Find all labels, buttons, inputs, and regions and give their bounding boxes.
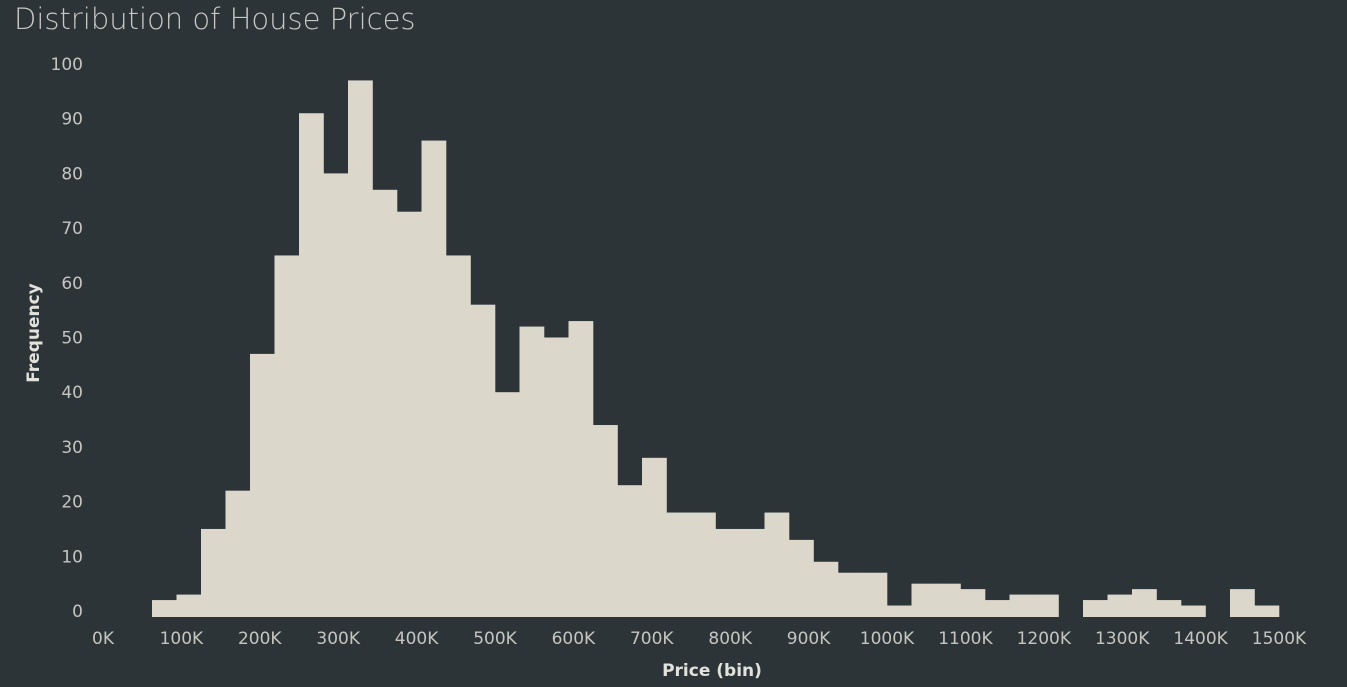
x-tick-label: 800K (708, 629, 752, 649)
x-tick-label: 100K (160, 629, 204, 649)
histogram-bar (691, 512, 716, 617)
histogram-bar (470, 304, 496, 617)
y-tick-label: 50 (61, 329, 83, 349)
histogram-bar (911, 583, 937, 617)
histogram-bar (887, 605, 912, 617)
histogram-bar (617, 485, 643, 617)
y-tick-label: 100 (51, 55, 83, 75)
histogram-bar (225, 490, 251, 617)
x-tick-label: 200K (238, 629, 282, 649)
histogram-bar (348, 80, 373, 617)
histogram-bar (397, 211, 422, 617)
histogram-bar (813, 561, 839, 617)
histogram-bar (274, 255, 300, 617)
x-tick-label: 300K (316, 629, 360, 649)
histogram-bar (764, 512, 790, 617)
x-tick-label: 400K (395, 629, 439, 649)
x-tick-label: 1100K (938, 629, 993, 649)
histogram-bar (372, 189, 398, 617)
x-tick-label: 0K (92, 629, 115, 649)
x-tick-label: 1300K (1095, 629, 1150, 649)
histogram-bar (519, 326, 545, 617)
histogram-bar (250, 353, 275, 617)
histogram-bar (985, 600, 1010, 617)
x-axis-label: Price (bin) (662, 661, 762, 681)
x-tick-label: 900K (787, 629, 831, 649)
histogram-bar (568, 321, 594, 617)
histogram-bar (642, 457, 667, 617)
histogram-bar (299, 113, 324, 617)
histogram-bar (1034, 594, 1059, 617)
histogram-bar (936, 583, 961, 617)
histogram-bar (1083, 600, 1108, 617)
y-tick-label: 30 (61, 438, 83, 458)
y-tick-label: 90 (61, 110, 83, 130)
histogram-bar (960, 589, 986, 617)
histogram-bar (1156, 600, 1182, 617)
histogram-bar (740, 528, 765, 617)
histogram-bar (1009, 594, 1035, 617)
y-axis-label: Frequency (24, 283, 44, 383)
histogram-bar (421, 140, 447, 617)
histogram-bar (789, 539, 814, 617)
y-tick-label: 20 (61, 493, 83, 513)
histogram-bar (1254, 605, 1280, 617)
histogram-bar (715, 528, 741, 617)
histogram-bar (593, 425, 618, 617)
y-tick-label: 0 (72, 602, 83, 622)
histogram-bar (201, 528, 226, 617)
x-tick-label: 1500K (1252, 629, 1307, 649)
histogram-bar (666, 512, 692, 617)
x-tick-label: 700K (630, 629, 674, 649)
histogram-bar (176, 594, 202, 617)
x-tick-label: 1000K (860, 629, 915, 649)
x-axis-ticks: 0K 100K 200K 300K 400K 500K 600K 700K 800K 900K 10… (92, 629, 1307, 649)
y-axis-ticks: 0 10 20 30 40 50 60 70 80 90 100 (51, 55, 83, 622)
histogram-bar (1107, 594, 1133, 617)
y-tick-label: 40 (61, 383, 83, 403)
histogram-bar (1230, 589, 1255, 617)
x-tick-label: 1400K (1173, 629, 1228, 649)
histogram-bar (446, 255, 471, 617)
histogram-bar (152, 600, 177, 617)
bars-group (152, 80, 1280, 617)
y-tick-label: 60 (61, 274, 83, 294)
x-tick-label: 600K (552, 629, 596, 649)
y-tick-label: 80 (61, 164, 83, 184)
y-tick-label: 70 (61, 219, 83, 239)
histogram-bar (862, 572, 888, 617)
chart-title: Distribution of House Prices (14, 2, 416, 36)
x-tick-label: 500K (473, 629, 517, 649)
histogram-bar (495, 392, 520, 617)
histogram-bar (1181, 605, 1206, 617)
histogram-bar (544, 337, 569, 617)
histogram-bar (838, 572, 863, 617)
x-tick-label: 1200K (1017, 629, 1072, 649)
histogram-bar (1132, 589, 1157, 617)
y-tick-label: 10 (61, 547, 83, 567)
histogram-bar (323, 173, 349, 617)
